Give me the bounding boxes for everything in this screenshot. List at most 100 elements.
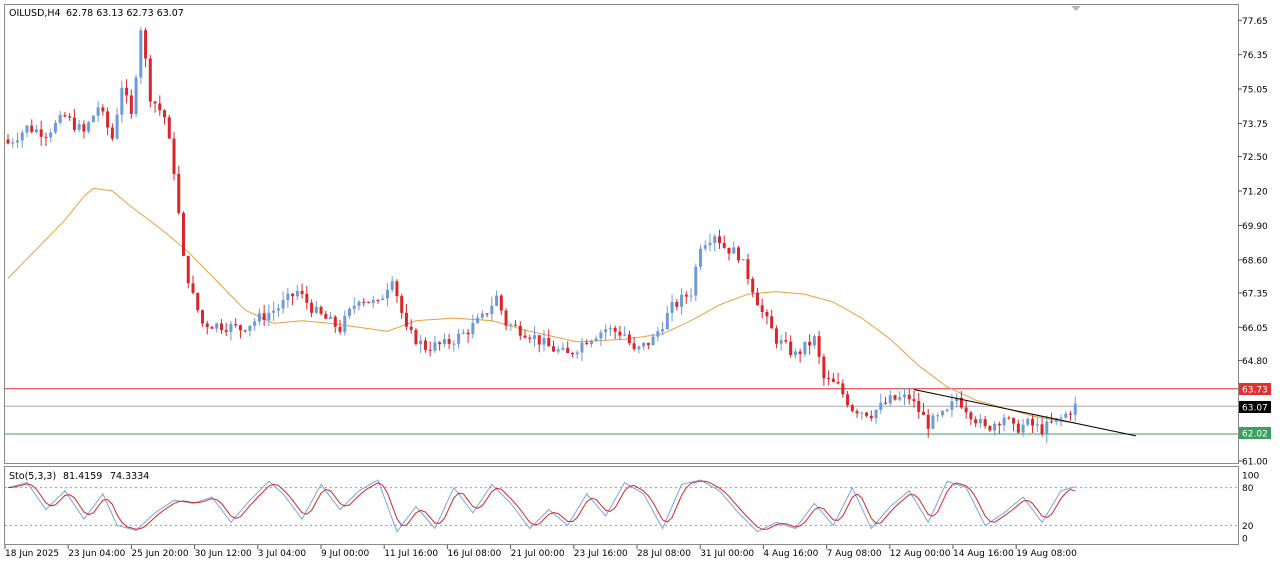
bull-candle[interactable]	[623, 334, 627, 336]
bear-candle[interactable]	[760, 305, 764, 313]
bear-candle[interactable]	[404, 312, 408, 327]
bear-candle[interactable]	[324, 313, 328, 319]
bear-candle[interactable]	[423, 340, 427, 350]
bull-candle[interactable]	[371, 299, 375, 303]
bear-candle[interactable]	[1031, 418, 1035, 426]
bull-candle[interactable]	[955, 397, 959, 402]
bear-candle[interactable]	[485, 313, 489, 315]
bull-candle[interactable]	[1035, 424, 1039, 426]
bear-candle[interactable]	[129, 95, 133, 114]
bull-candle[interactable]	[1002, 417, 1006, 426]
bull-candle[interactable]	[490, 305, 494, 315]
bear-candle[interactable]	[366, 301, 370, 303]
bull-candle[interactable]	[20, 132, 24, 141]
bear-candle[interactable]	[1069, 413, 1073, 415]
bear-candle[interactable]	[926, 414, 930, 429]
bear-candle[interactable]	[224, 330, 228, 332]
bear-candle[interactable]	[167, 117, 171, 139]
bear-candle[interactable]	[884, 402, 888, 404]
bull-candle[interactable]	[874, 409, 878, 419]
bull-candle[interactable]	[945, 409, 949, 412]
bull-candle[interactable]	[542, 337, 546, 345]
bear-candle[interactable]	[1016, 423, 1020, 433]
bear-candle[interactable]	[841, 383, 845, 395]
bull-candle[interactable]	[670, 301, 674, 314]
bear-candle[interactable]	[39, 129, 43, 137]
bear-candle[interactable]	[234, 324, 238, 326]
bull-candle[interactable]	[509, 324, 513, 326]
bear-candle[interactable]	[262, 313, 266, 320]
bull-candle[interactable]	[253, 321, 257, 326]
bull-candle[interactable]	[931, 415, 935, 429]
bear-candle[interactable]	[751, 278, 755, 293]
bear-candle[interactable]	[205, 323, 209, 328]
bear-candle[interactable]	[82, 124, 86, 132]
bull-candle[interactable]	[495, 295, 499, 306]
bull-candle[interactable]	[793, 351, 797, 356]
bear-candle[interactable]	[869, 415, 873, 419]
bull-candle[interactable]	[120, 87, 124, 115]
bull-candle[interactable]	[656, 331, 660, 337]
bear-candle[interactable]	[414, 329, 418, 345]
bear-candle[interactable]	[514, 324, 518, 326]
bull-candle[interactable]	[708, 242, 712, 246]
bull-candle[interactable]	[381, 298, 385, 301]
bear-candle[interactable]	[770, 316, 774, 329]
bull-candle[interactable]	[741, 259, 745, 261]
bull-candle[interactable]	[390, 281, 394, 290]
bear-candle[interactable]	[765, 312, 769, 317]
bull-candle[interactable]	[267, 312, 271, 320]
bear-candle[interactable]	[774, 328, 778, 344]
bear-candle[interactable]	[817, 336, 821, 357]
bull-candle[interactable]	[888, 395, 892, 404]
bear-candle[interactable]	[110, 127, 114, 139]
bull-candle[interactable]	[940, 411, 944, 416]
bull-candle[interactable]	[91, 115, 95, 123]
bull-candle[interactable]	[879, 402, 883, 410]
bear-candle[interactable]	[68, 116, 72, 118]
bear-candle[interactable]	[101, 107, 105, 112]
bear-candle[interactable]	[196, 292, 200, 311]
bull-candle[interactable]	[665, 313, 669, 330]
bear-candle[interactable]	[44, 136, 48, 138]
bull-candle[interactable]	[604, 329, 608, 333]
chart-shift-marker[interactable]	[1071, 6, 1081, 11]
bear-candle[interactable]	[727, 247, 731, 254]
bear-candle[interactable]	[148, 58, 152, 102]
bear-candle[interactable]	[300, 290, 304, 294]
bear-candle[interactable]	[158, 103, 162, 111]
bull-candle[interactable]	[115, 114, 119, 139]
bear-candle[interactable]	[523, 335, 527, 338]
bull-candle[interactable]	[281, 300, 285, 309]
bull-candle[interactable]	[134, 77, 138, 114]
bull-candle[interactable]	[1054, 418, 1058, 422]
stochastic-main-line[interactable]	[7, 479, 1076, 533]
bull-candle[interactable]	[589, 340, 593, 345]
bear-candle[interactable]	[172, 138, 176, 174]
bull-candle[interactable]	[452, 343, 456, 345]
bull-candle[interactable]	[461, 332, 465, 334]
bear-candle[interactable]	[613, 327, 617, 332]
bear-candle[interactable]	[675, 301, 679, 307]
bull-candle[interactable]	[53, 122, 57, 133]
bear-candle[interactable]	[72, 117, 76, 130]
bear-candle[interactable]	[400, 296, 404, 313]
bear-candle[interactable]	[191, 283, 195, 293]
bull-candle[interactable]	[457, 333, 461, 344]
bull-candle[interactable]	[694, 266, 698, 296]
bear-candle[interactable]	[163, 110, 167, 118]
bear-candle[interactable]	[646, 342, 650, 346]
bear-candle[interactable]	[499, 295, 503, 311]
bear-candle[interactable]	[305, 293, 309, 303]
bull-candle[interactable]	[1073, 403, 1077, 415]
bull-candle[interactable]	[533, 335, 537, 339]
bear-candle[interactable]	[964, 407, 968, 413]
bear-candle[interactable]	[718, 236, 722, 244]
bear-candle[interactable]	[1007, 417, 1011, 419]
bull-candle[interactable]	[1045, 421, 1049, 435]
bull-candle[interactable]	[898, 397, 902, 400]
bull-candle[interactable]	[442, 339, 446, 345]
bear-candle[interactable]	[1050, 421, 1054, 423]
bull-candle[interactable]	[343, 315, 347, 332]
bear-candle[interactable]	[537, 335, 541, 345]
